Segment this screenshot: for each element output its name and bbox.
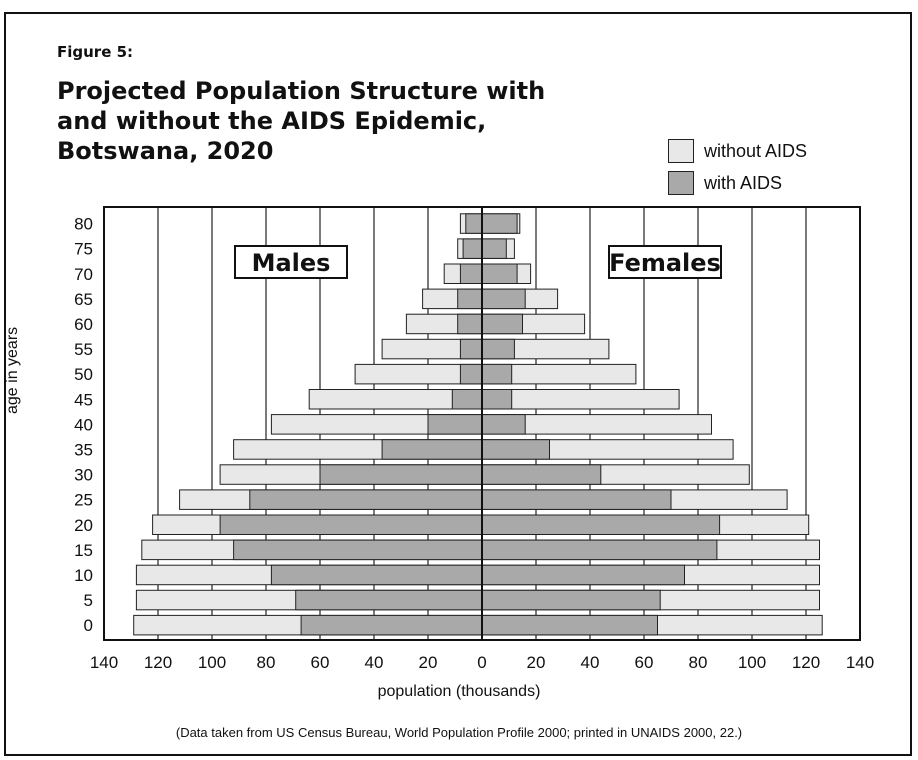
y-tick-label: 70 bbox=[74, 265, 93, 284]
bar-females-with-aids-45 bbox=[481, 389, 513, 410]
bar-males-with-aids-40 bbox=[427, 414, 483, 435]
bar-females-with-aids-0 bbox=[481, 614, 658, 636]
source-note: (Data taken from US Census Bureau, World… bbox=[175, 725, 743, 740]
x-tick-label: 0 bbox=[477, 653, 486, 672]
bar-males-with-aids-25 bbox=[249, 489, 483, 510]
males-label-box bbox=[234, 245, 348, 279]
title-line-1: Projected Population Structure with bbox=[57, 77, 546, 105]
bar-females-with-aids-60 bbox=[481, 313, 523, 335]
bar-males-with-aids-65 bbox=[457, 288, 483, 310]
y-tick-label: 50 bbox=[74, 365, 93, 384]
y-tick-label: 25 bbox=[74, 491, 93, 510]
bar-males-with-aids-20 bbox=[219, 514, 483, 535]
figure-label: Figure 5: bbox=[57, 43, 134, 61]
title-line-2: and without the AIDS Epidemic, bbox=[57, 107, 487, 135]
x-tick-label: 120 bbox=[792, 653, 820, 672]
bar-males-with-aids-75 bbox=[462, 238, 483, 259]
y-tick-label: 60 bbox=[74, 315, 93, 334]
bar-males-with-aids-60 bbox=[457, 313, 483, 335]
bar-males-with-aids-80 bbox=[465, 213, 483, 234]
legend-swatch-with-aids bbox=[668, 171, 694, 195]
y-tick-label: 10 bbox=[74, 566, 93, 585]
legend-item-without-aids: without AIDS bbox=[668, 136, 807, 166]
males-label: Males bbox=[252, 249, 331, 277]
bar-females-with-aids-15 bbox=[481, 539, 718, 561]
x-tick-label: 140 bbox=[846, 653, 874, 672]
x-tick-label: 140 bbox=[90, 653, 118, 672]
x-tick-label: 60 bbox=[635, 653, 654, 672]
chart-title: Projected Population Structure with and … bbox=[57, 76, 617, 166]
legend-label-without-aids: without AIDS bbox=[704, 140, 808, 161]
bar-females-with-aids-55 bbox=[481, 338, 515, 360]
bar-females-with-aids-65 bbox=[481, 288, 526, 310]
bar-males-with-aids-35 bbox=[381, 439, 483, 460]
bar-females-with-aids-40 bbox=[481, 414, 526, 435]
bar-females-with-aids-30 bbox=[481, 464, 602, 485]
bar-males-with-aids-0 bbox=[300, 614, 483, 636]
legend: without AIDS with AIDS bbox=[668, 136, 807, 200]
y-tick-label: 45 bbox=[74, 390, 93, 409]
x-tick-label: 20 bbox=[419, 653, 438, 672]
bar-females-with-aids-70 bbox=[481, 263, 518, 284]
x-tick-label: 80 bbox=[257, 653, 276, 672]
y-tick-label: 0 bbox=[84, 616, 93, 635]
x-tick-label: 60 bbox=[311, 653, 330, 672]
females-label-box bbox=[608, 245, 722, 279]
bar-females-with-aids-35 bbox=[481, 439, 550, 460]
bar-males-with-aids-55 bbox=[459, 338, 483, 360]
bar-males-with-aids-45 bbox=[451, 389, 483, 410]
x-tick-label: 120 bbox=[144, 653, 172, 672]
x-tick-label: 40 bbox=[365, 653, 384, 672]
bar-males-with-aids-50 bbox=[459, 363, 483, 385]
legend-swatch-without-aids bbox=[668, 139, 694, 163]
y-tick-label: 20 bbox=[74, 516, 93, 535]
y-tick-label: 15 bbox=[74, 541, 93, 560]
bar-males-with-aids-30 bbox=[319, 464, 483, 485]
bar-males-with-aids-15 bbox=[233, 539, 483, 561]
bar-males-with-aids-70 bbox=[459, 263, 483, 284]
bar-females-with-aids-75 bbox=[481, 238, 507, 259]
bar-females-with-aids-20 bbox=[481, 514, 721, 535]
x-tick-label: 80 bbox=[689, 653, 708, 672]
y-tick-label: 65 bbox=[74, 290, 93, 309]
bar-females-with-aids-25 bbox=[481, 489, 672, 510]
bar-males-with-aids-5 bbox=[295, 589, 483, 611]
bar-females-with-aids-50 bbox=[481, 363, 513, 385]
females-label: Females bbox=[609, 249, 721, 277]
legend-item-with-aids: with AIDS bbox=[668, 168, 807, 198]
x-axis-title: population (thousands) bbox=[377, 683, 541, 700]
x-tick-label: 40 bbox=[581, 653, 600, 672]
y-tick-label: 35 bbox=[74, 440, 93, 459]
y-tick-label: 30 bbox=[74, 466, 93, 485]
y-tick-label: 55 bbox=[74, 340, 93, 359]
y-tick-label: 40 bbox=[74, 415, 93, 434]
y-tick-label: 5 bbox=[84, 591, 93, 610]
bar-males-with-aids-10 bbox=[270, 564, 483, 586]
legend-label-with-aids: with AIDS bbox=[704, 172, 783, 193]
bar-females-with-aids-80 bbox=[481, 213, 518, 234]
x-tick-label: 100 bbox=[738, 653, 766, 672]
y-axis-title: age in years bbox=[4, 326, 21, 414]
x-tick-label: 20 bbox=[527, 653, 546, 672]
y-tick-label: 80 bbox=[74, 215, 93, 234]
bar-females-with-aids-5 bbox=[481, 589, 661, 611]
x-tick-label: 100 bbox=[198, 653, 226, 672]
bar-females-with-aids-10 bbox=[481, 564, 685, 586]
y-tick-label: 75 bbox=[74, 240, 93, 259]
title-line-3: Botswana, 2020 bbox=[57, 137, 274, 165]
